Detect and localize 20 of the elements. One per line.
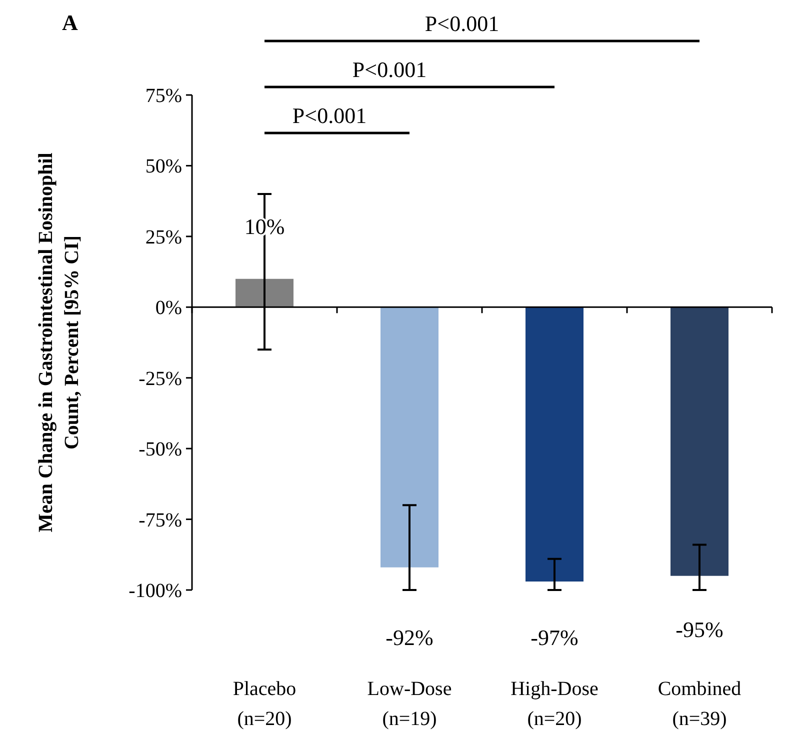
x-tick-label: Combined (n=39) (658, 678, 742, 730)
x-tick-label: Placebo (n=20) (232, 678, 296, 730)
y-tick-label: 75% (145, 85, 182, 107)
chart-title: A (62, 10, 78, 35)
y-axis-title: Mean Change in Gastrointestinal Eosinophil Count, Percent [95% CI] (35, 152, 83, 532)
data-label: -92% (386, 625, 434, 650)
data-label: -95% (676, 617, 724, 642)
y-tick-label: -50% (138, 438, 182, 461)
text: P<0.001 (424, 11, 500, 36)
x-tick-label: High-Dose (n=20) (510, 678, 599, 730)
y-tick-label: -100% (128, 580, 182, 602)
y-tick-label: -25% (138, 368, 182, 390)
y-tick-label: 25% (145, 226, 182, 248)
y-tick-label: 0% (155, 297, 182, 320)
y-tick-label: 50% (145, 156, 182, 178)
annotation: P<0.001 (292, 103, 367, 128)
y-tick-label: -75% (138, 509, 182, 532)
text: P<0.001 (352, 57, 427, 82)
x-tick-label: Low-Dose (n=19) (367, 678, 452, 730)
data-label: -97% (530, 625, 578, 650)
